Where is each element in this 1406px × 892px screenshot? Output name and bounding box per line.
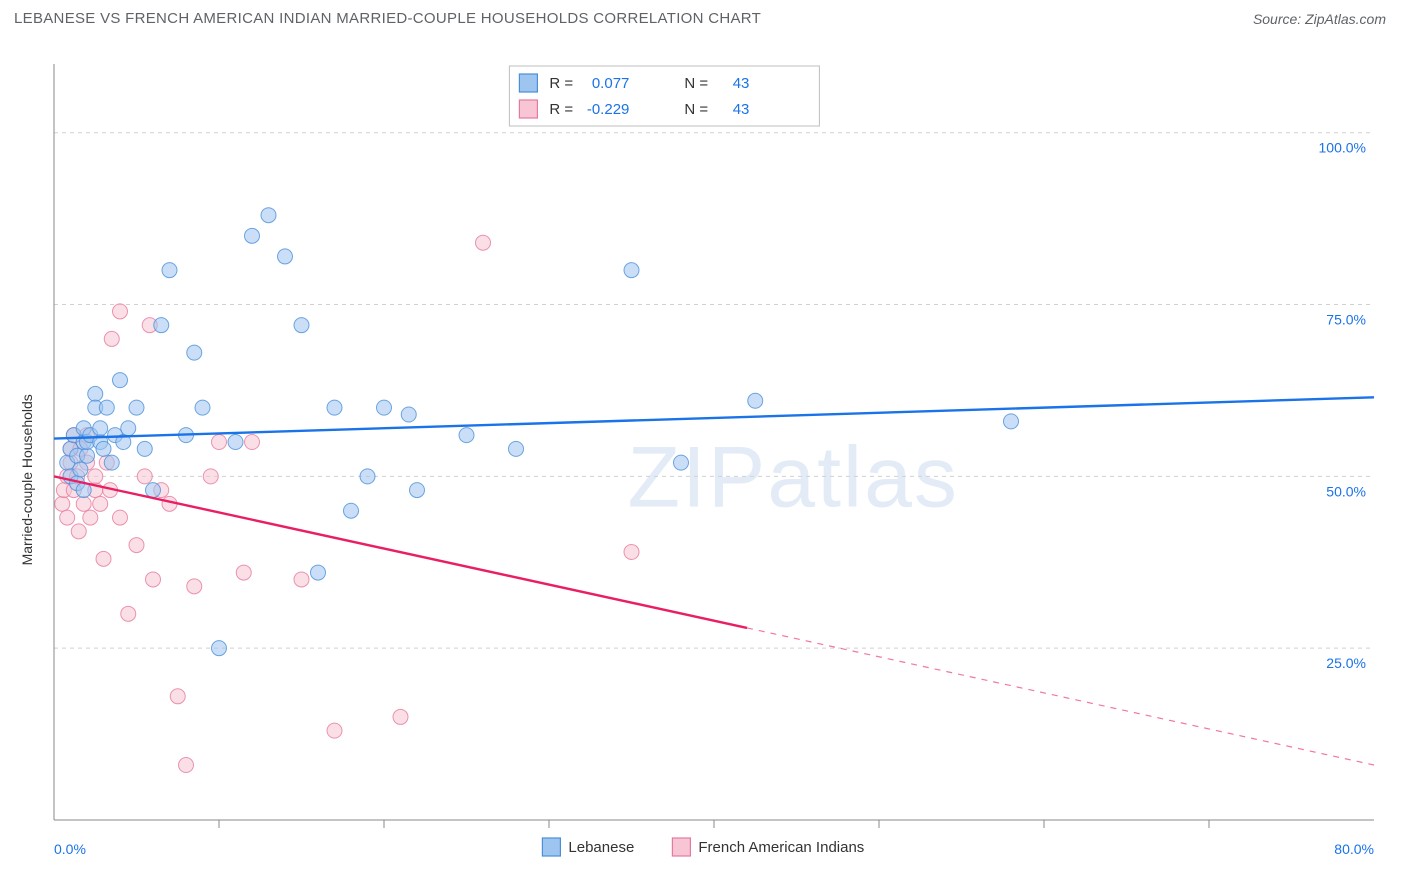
scatter-point-pink [236,565,251,580]
scatter-point-pink [170,689,185,704]
scatter-point-blue [509,441,524,456]
scatter-point-blue [104,455,119,470]
bottom-legend-label: Lebanese [568,839,634,856]
scatter-point-pink [60,510,75,525]
scatter-point-pink [212,435,227,450]
scatter-point-pink [104,331,119,346]
scatter-point-pink [88,469,103,484]
y-tick-label: 100.0% [1319,140,1366,156]
scatter-point-blue [113,373,128,388]
scatter-point-blue [401,407,416,422]
legend-n-label: N = [684,101,708,118]
scatter-point-blue [96,441,111,456]
scatter-point-pink [71,524,86,539]
legend-n-label: N = [684,75,708,92]
scatter-point-blue [154,318,169,333]
scatter-point-blue [294,318,309,333]
y-tick-label: 50.0% [1326,483,1366,499]
legend-r-label: R = [549,75,573,92]
scatter-point-blue [624,263,639,278]
scatter-point-blue [311,565,326,580]
scatter-point-blue [93,421,108,436]
scatter-point-pink [294,572,309,587]
legend-n-value: 43 [733,101,750,118]
scatter-point-blue [344,503,359,518]
scatter-point-blue [212,641,227,656]
scatter-point-blue [459,428,474,443]
scatter-point-pink [96,551,111,566]
chart-title: LEBANESE VS FRENCH AMERICAN INDIAN MARRI… [14,10,761,27]
scatter-point-blue [1004,414,1019,429]
scatter-point-blue [99,400,114,415]
legend-r-label: R = [549,101,573,118]
scatter-point-blue [360,469,375,484]
scatter-point-blue [261,208,276,223]
scatter-point-blue [73,462,88,477]
scatter-point-pink [129,538,144,553]
scatter-point-pink [393,709,408,724]
scatter-point-pink [113,510,128,525]
scatter-point-pink [137,469,152,484]
scatter-point-pink [624,544,639,559]
scatter-point-pink [113,304,128,319]
legend-r-value: -0.229 [587,101,630,118]
scatter-point-pink [93,496,108,511]
scatter-point-pink [76,496,91,511]
scatter-point-blue [121,421,136,436]
scatter-point-pink [245,435,260,450]
watermark: ZIPatlas [627,429,958,525]
scatter-point-blue [187,345,202,360]
legend-r-value: 0.077 [592,75,630,92]
scatter-point-blue [162,263,177,278]
scatter-point-blue [748,393,763,408]
scatter-point-pink [327,723,342,738]
scatter-point-blue [146,483,161,498]
bottom-legend-swatch [672,838,690,856]
scatter-point-blue [129,400,144,415]
scatter-point-pink [476,235,491,250]
y-tick-label: 25.0% [1326,655,1366,671]
scatter-point-blue [80,448,95,463]
scatter-point-blue [410,483,425,498]
scatter-point-blue [278,249,293,264]
y-tick-label: 75.0% [1326,312,1366,328]
scatter-point-blue [88,386,103,401]
scatter-point-pink [179,758,194,773]
y-axis-label: Married-couple Households [19,394,35,565]
scatter-point-blue [228,435,243,450]
legend-n-value: 43 [733,75,750,92]
chart-source: Source: ZipAtlas.com [1253,11,1386,27]
x-min-label: 0.0% [54,841,86,857]
bottom-legend-swatch [542,838,560,856]
scatter-point-pink [203,469,218,484]
chart-header: LEBANESE VS FRENCH AMERICAN INDIAN MARRI… [0,0,1406,33]
scatter-point-pink [83,510,98,525]
scatter-point-pink [146,572,161,587]
scatter-point-pink [187,579,202,594]
scatter-point-blue [377,400,392,415]
scatter-chart-svg: 25.0% 50.0% 75.0% 100.0% ZIPatlas Married-cou… [14,40,1392,870]
legend-swatch [519,100,537,118]
chart-area: 25.0% 50.0% 75.0% 100.0% ZIPatlas Married-cou… [14,40,1392,870]
scatter-point-pink [55,496,70,511]
scatter-point-pink [121,606,136,621]
scatter-point-blue [674,455,689,470]
x-max-label: 80.0% [1334,841,1374,857]
legend-swatch [519,74,537,92]
scatter-point-blue [137,441,152,456]
scatter-point-blue [245,228,260,243]
scatter-point-blue [327,400,342,415]
scatter-point-blue [195,400,210,415]
bottom-legend-label: French American Indians [698,839,864,856]
